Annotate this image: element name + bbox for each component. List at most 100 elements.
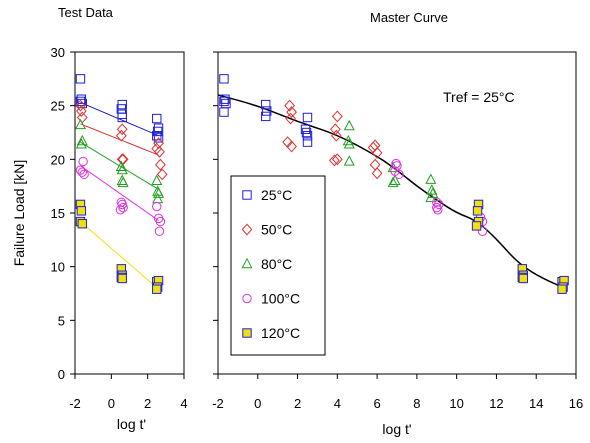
right-xtick-label: 16 bbox=[569, 396, 583, 411]
left-point-2 bbox=[151, 174, 163, 185]
left-fit-line-3 bbox=[80, 165, 159, 221]
left-point-1 bbox=[154, 145, 165, 158]
left-point-3 bbox=[78, 156, 88, 167]
left-ytick-label: 20 bbox=[51, 152, 65, 167]
left-point-1 bbox=[151, 142, 163, 155]
left-point-0 bbox=[75, 96, 86, 107]
left-ytick-label: 5 bbox=[58, 313, 65, 328]
right-point-2 bbox=[343, 155, 355, 166]
left-point-1 bbox=[116, 123, 128, 136]
left-plot-frame bbox=[74, 51, 185, 375]
right-point-2 bbox=[389, 174, 401, 185]
left-y-axis-label: Failure Load [kN] bbox=[11, 160, 27, 267]
right-xtick-label: 12 bbox=[489, 396, 503, 411]
right-point-2 bbox=[343, 119, 355, 131]
right-point-1 bbox=[330, 129, 342, 142]
right-point-0 bbox=[302, 137, 313, 147]
left-point-0 bbox=[117, 112, 127, 123]
right-point-0 bbox=[219, 74, 229, 84]
right-point-1 bbox=[286, 140, 297, 153]
right-point-2 bbox=[342, 134, 354, 146]
right-xtick-label: 6 bbox=[373, 396, 380, 411]
left-point-4 bbox=[77, 219, 87, 229]
left-fit-line-4 bbox=[80, 221, 159, 290]
left-point-3 bbox=[155, 216, 166, 227]
left-ytick-label: 0 bbox=[58, 367, 65, 382]
right-point-3 bbox=[477, 226, 488, 236]
left-point-1 bbox=[75, 105, 87, 117]
left-point-0 bbox=[153, 133, 164, 143]
right-point-4 bbox=[472, 206, 483, 216]
left-point-2 bbox=[76, 134, 88, 146]
left-point-1 bbox=[156, 168, 168, 181]
right-point-1 bbox=[367, 141, 379, 154]
left-point-2 bbox=[74, 118, 86, 130]
legend-label-3: 100°C bbox=[261, 291, 300, 307]
right-point-0 bbox=[300, 124, 311, 134]
legend-label-0: 25°C bbox=[261, 187, 292, 203]
right-point-1 bbox=[371, 146, 383, 159]
left-point-1 bbox=[115, 129, 127, 142]
right-point-0 bbox=[302, 131, 313, 141]
left-xtick-label: 0 bbox=[108, 396, 115, 411]
right-point-4 bbox=[471, 221, 482, 231]
left-ytick-label: 30 bbox=[51, 45, 65, 60]
master-curve-line bbox=[217, 94, 563, 288]
left-xtick-label: -2 bbox=[69, 396, 81, 411]
right-point-1 bbox=[331, 110, 343, 123]
legend-marker-0 bbox=[242, 190, 252, 200]
right-xtick-label: 8 bbox=[413, 396, 420, 411]
tref-annotation: Tref = 25°C bbox=[443, 89, 515, 105]
right-point-0 bbox=[261, 99, 271, 110]
legend-box bbox=[230, 175, 326, 356]
left-point-0 bbox=[75, 74, 86, 84]
left-point-2 bbox=[115, 160, 127, 172]
left-xtick-label: 2 bbox=[144, 396, 151, 411]
right-point-1 bbox=[329, 123, 341, 136]
left-point-3 bbox=[118, 202, 128, 213]
right-point-4 bbox=[518, 273, 528, 284]
right-point-0 bbox=[219, 96, 229, 107]
left-panel-title: Test Data bbox=[58, 5, 113, 20]
left-point-2 bbox=[116, 163, 128, 175]
left-ytick-label: 10 bbox=[51, 260, 65, 275]
right-xtick-label: 10 bbox=[449, 396, 463, 411]
left-point-2 bbox=[153, 187, 165, 198]
left-point-4 bbox=[152, 284, 162, 294]
right-xtick-label: 4 bbox=[334, 396, 341, 411]
right-point-3 bbox=[392, 161, 402, 171]
right-point-1 bbox=[328, 154, 340, 167]
left-point-0 bbox=[153, 123, 164, 133]
left-point-0 bbox=[152, 113, 162, 124]
right-point-1 bbox=[371, 167, 383, 180]
right-point-0 bbox=[301, 127, 312, 138]
left-x-axis-label: log t' bbox=[117, 416, 146, 432]
left-point-2 bbox=[75, 138, 87, 149]
left-point-4 bbox=[76, 206, 87, 216]
left-fit-line-0 bbox=[80, 101, 159, 137]
left-point-3 bbox=[154, 226, 165, 236]
right-point-3 bbox=[394, 169, 404, 180]
left-point-1 bbox=[155, 158, 166, 171]
right-xtick-label: -2 bbox=[212, 396, 224, 411]
right-point-3 bbox=[433, 205, 443, 215]
legend-marker-4 bbox=[242, 328, 252, 338]
left-point-3 bbox=[77, 167, 87, 177]
left-point-3 bbox=[79, 169, 89, 180]
right-xtick-label: 0 bbox=[254, 396, 261, 411]
left-point-3 bbox=[115, 205, 126, 215]
right-point-1 bbox=[369, 158, 381, 171]
right-point-0 bbox=[261, 111, 271, 122]
right-xtick-label: 2 bbox=[294, 396, 301, 411]
legend-marker-1 bbox=[241, 223, 253, 236]
left-ytick-label: 15 bbox=[51, 206, 65, 221]
right-point-2 bbox=[425, 191, 437, 203]
left-point-3 bbox=[152, 201, 162, 212]
right-point-0 bbox=[302, 112, 313, 123]
legend-label-1: 50°C bbox=[261, 222, 292, 238]
left-point-2 bbox=[117, 176, 129, 188]
right-point-2 bbox=[425, 173, 437, 184]
right-point-1 bbox=[284, 99, 295, 112]
right-point-3 bbox=[432, 202, 442, 213]
